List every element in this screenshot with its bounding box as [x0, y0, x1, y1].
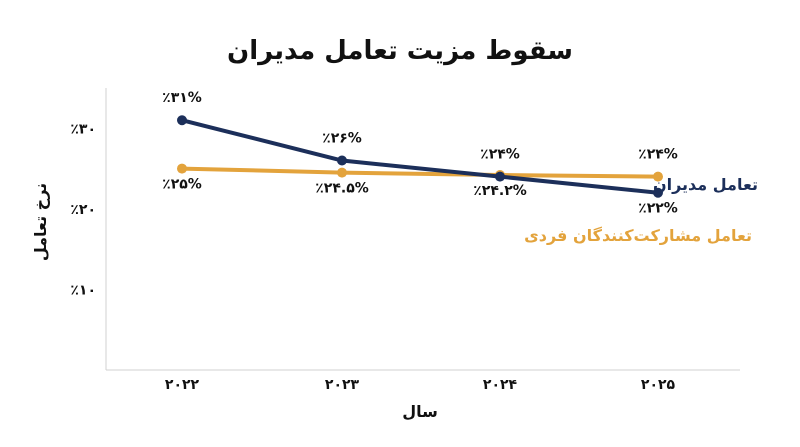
x-ticks: ۲۰۲۲ ۲۰۲۳ ۲۰۲۴ ۲۰۲۵ — [165, 377, 676, 393]
data-label: ٪۲۲% — [638, 201, 678, 217]
x-tick-label: ۲۰۲۳ — [325, 377, 360, 393]
data-point — [337, 167, 347, 178]
series-layer: ٪۲۵% ٪۲۴.۵% ٪۲۴.۲% ٪۲۴% تعامل مشارکت‌کنندگان… — [162, 90, 758, 245]
data-label: ٪۲۴.۲% — [473, 183, 527, 199]
data-label: ٪۲۵% — [162, 177, 202, 193]
series-line — [180, 166, 660, 179]
data-point — [337, 155, 347, 166]
y-tick-label: ٪۳۰ — [70, 121, 96, 137]
series-line — [180, 118, 660, 195]
x-axis-label: سال — [402, 402, 438, 421]
data-point — [653, 187, 663, 198]
data-label: ٪۲۶% — [322, 131, 362, 147]
series-name-label: تعامل مشارکت‌کنندگان فردی — [524, 226, 752, 245]
y-tick-label: ٪۲۰ — [70, 202, 96, 218]
x-tick-label: ۲۰۲۴ — [483, 377, 518, 393]
data-label: ٪۲۴.۵% — [315, 181, 369, 197]
data-point — [495, 171, 505, 182]
series-0: ٪۳۱% ٪۲۶% ٪۲۴% ٪۲۲% تعامل مدیران — [162, 90, 758, 217]
data-label: ٪۳۱% — [162, 90, 202, 106]
data-point — [177, 115, 187, 126]
data-point — [177, 163, 187, 174]
data-label: ٪۲۴% — [638, 147, 678, 163]
data-point — [653, 171, 663, 182]
y-ticks: ٪۱۰ ٪۲۰ ٪۳۰ — [70, 121, 96, 298]
axes — [105, 88, 740, 371]
data-label: ٪۲۴% — [480, 147, 520, 163]
x-tick-label: ۲۰۲۵ — [641, 377, 676, 393]
series-1: ٪۲۵% ٪۲۴.۵% ٪۲۴.۲% ٪۲۴% تعامل مشارکت‌کنندگان… — [162, 147, 752, 245]
chart-title: سقوط مزیت تعامل مدیران — [227, 36, 573, 66]
y-tick-label: ٪۱۰ — [70, 282, 96, 298]
x-tick-label: ۲۰۲۲ — [165, 377, 200, 393]
y-axis-label: نرخ تعامل — [31, 183, 50, 261]
series-name-label: تعامل مدیران — [653, 175, 758, 194]
